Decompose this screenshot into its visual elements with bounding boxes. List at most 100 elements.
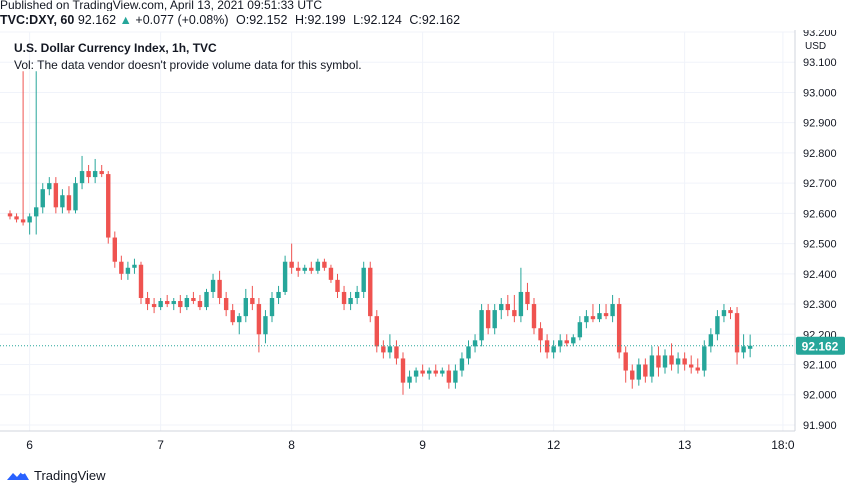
candle [289, 243, 294, 274]
candle-body [387, 346, 393, 353]
candle [99, 165, 104, 178]
candle [505, 294, 510, 317]
candle-body [479, 310, 484, 341]
candle [322, 258, 327, 271]
candle [204, 288, 209, 311]
candle [237, 313, 242, 335]
high-value: 92.199 [307, 13, 346, 27]
candle [7, 210, 13, 220]
candle-body [499, 304, 504, 311]
candle [34, 71, 39, 235]
price-axis[interactable]: 91.90092.00092.10092.20092.30092.40092.5… [794, 30, 837, 432]
candle [171, 298, 176, 311]
candle [92, 158, 98, 184]
candle [531, 298, 537, 335]
candle-body [302, 267, 307, 271]
candle [132, 258, 137, 274]
candle [138, 261, 144, 305]
candle [335, 273, 340, 298]
candle-body [34, 207, 39, 217]
candle-body [282, 261, 288, 292]
candle [741, 334, 746, 359]
candle-body [119, 261, 124, 274]
candle [446, 364, 452, 389]
candle-body [348, 298, 353, 305]
time-tick-label: 8 [288, 438, 295, 452]
candle-body [571, 337, 576, 344]
close-value: 92.162 [421, 13, 461, 27]
candle [728, 307, 733, 320]
candle [328, 264, 334, 283]
candle-body [66, 195, 72, 211]
price-tick-label: 92.900 [803, 118, 837, 130]
volume-note: Vol: The data vendor doesn't provide vol… [14, 58, 362, 72]
candle [20, 71, 26, 226]
candle [459, 352, 465, 377]
candle-body [60, 195, 65, 208]
last-price-tag [796, 336, 845, 355]
candle-body [715, 316, 720, 335]
candle [86, 165, 91, 184]
candle [302, 264, 307, 274]
candle-body [512, 310, 517, 317]
candle-body [551, 346, 556, 353]
candle-body [296, 267, 301, 271]
candle [492, 304, 497, 335]
candle [485, 304, 491, 335]
candle [525, 282, 530, 311]
candle [217, 270, 222, 305]
candle [427, 367, 432, 380]
candle [656, 346, 661, 377]
candle-body [702, 346, 707, 371]
candle [165, 294, 170, 308]
candle [27, 213, 32, 235]
time-axis[interactable]: 6 7 8 9 12 13 18:0 [0, 430, 795, 452]
candle [341, 285, 347, 311]
candle-body [610, 304, 615, 317]
candle-body [341, 291, 347, 305]
candle-body [682, 358, 687, 365]
candle-body [243, 298, 248, 317]
candle-body [112, 237, 117, 262]
candle-body [92, 171, 98, 178]
candle [250, 285, 255, 311]
chart-legend-title[interactable]: U.S. Dollar Currency Index, 1h, TVC [14, 41, 217, 55]
candle [60, 189, 65, 214]
candle-body [27, 216, 32, 223]
candle-body [636, 364, 641, 380]
candle [73, 177, 78, 214]
candle-body [675, 358, 681, 365]
candle [354, 285, 360, 305]
candle [472, 334, 478, 353]
candle [715, 310, 720, 341]
candle-body [53, 183, 59, 208]
price-tick-label: 93.200 [803, 30, 837, 39]
candlestick-chart[interactable]: 91.90092.00092.10092.20092.30092.40092.5… [0, 30, 852, 460]
candle [558, 334, 563, 353]
candle [479, 304, 484, 347]
candle-body [407, 376, 412, 383]
candle-body [544, 340, 550, 353]
candle-body [590, 316, 596, 320]
candle-body [669, 355, 674, 365]
candle [381, 340, 386, 359]
candle-body [158, 301, 163, 308]
footer-branding[interactable]: TradingView [6, 466, 106, 484]
candle-body [472, 340, 478, 347]
candle [296, 261, 301, 277]
candle-body [237, 316, 242, 323]
candle-body [689, 364, 694, 368]
candle [610, 294, 615, 323]
candle-body [584, 316, 589, 323]
candle-body [171, 301, 176, 305]
candle-body [184, 298, 190, 308]
candle [40, 183, 45, 214]
candle [538, 322, 543, 353]
candle [597, 304, 602, 323]
candle-body [734, 313, 740, 353]
price-tick-label: 92.400 [803, 269, 837, 281]
candle [309, 261, 314, 274]
candle-body [440, 370, 445, 374]
price-tick-label: 93.000 [803, 87, 837, 99]
candle [282, 255, 288, 295]
